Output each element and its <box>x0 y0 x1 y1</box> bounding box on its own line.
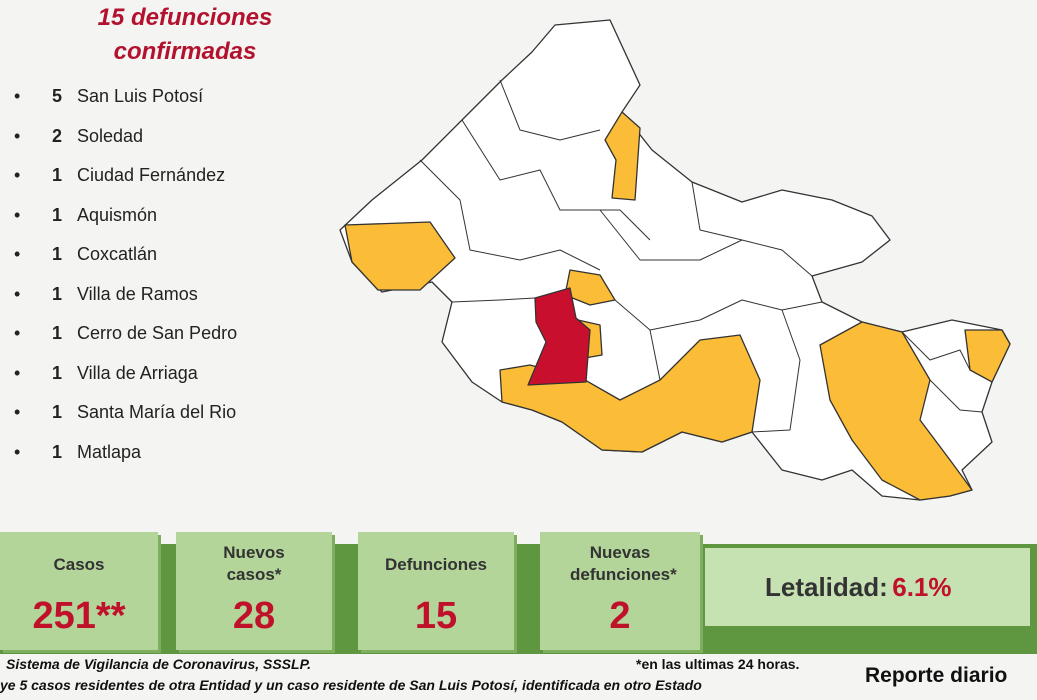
bullet: • <box>14 204 21 225</box>
footnote: ye 5 casos residentes de otra Entidad y … <box>0 677 702 693</box>
bullet: • <box>14 165 21 185</box>
stat-label: Nuevos casos* <box>223 543 285 584</box>
municipality: Coxcatlán <box>77 244 158 264</box>
municipality: Matlapa <box>77 441 142 462</box>
lethality-value: 6.1% <box>892 572 952 602</box>
stat-label: Defunciones <box>384 555 488 574</box>
stat-value: 2 <box>609 595 631 637</box>
report-label: Reporte diario <box>865 664 1008 687</box>
lethality-box: Letalidad: 6.1% <box>705 548 1030 626</box>
count: 5 <box>52 86 63 106</box>
count: 1 <box>52 165 63 185</box>
municipality: Cerro de San Pedro <box>77 323 238 343</box>
municipality: Villa de Arriaga <box>77 362 198 383</box>
stat-value: 28 <box>232 595 276 637</box>
bullet: • <box>14 244 21 264</box>
source-note: Sistema de Vigilancia de Coronavirus, SS… <box>6 656 311 672</box>
bullet: • <box>14 362 21 383</box>
municipality: Santa María del Rio <box>77 402 237 422</box>
count: 1 <box>52 362 63 383</box>
count: 1 <box>52 323 63 343</box>
municipality: San Luis Potosí <box>77 86 204 106</box>
stat-box: Nuevos casos* 28 <box>176 532 332 650</box>
stat-value: 251** <box>32 595 126 637</box>
municipality: Aquismón <box>77 204 158 225</box>
stat-value: 15 <box>414 595 458 637</box>
lethality-label: Letalidad: <box>765 572 888 602</box>
count: 1 <box>52 283 63 304</box>
count: 1 <box>52 244 63 264</box>
title: confirmadas <box>113 38 257 65</box>
municipality: Villa de Ramos <box>77 283 198 304</box>
count: 2 <box>52 125 63 146</box>
stat-box: Casos 251** <box>0 532 158 650</box>
count: 1 <box>52 441 63 462</box>
bullet: • <box>14 125 21 146</box>
bullet: • <box>14 441 21 462</box>
bullet: • <box>14 323 21 343</box>
bullet: • <box>14 86 21 106</box>
stat-label: Casos <box>53 555 105 574</box>
bullet: • <box>14 402 21 422</box>
stat-box: Nuevas defunciones* 2 <box>540 532 700 650</box>
municipality: Ciudad Fernández <box>77 165 226 185</box>
count: 1 <box>52 204 63 225</box>
municipality: Soledad <box>77 125 144 146</box>
count: 1 <box>52 402 63 422</box>
stat-label: Nuevas defunciones* <box>570 543 677 584</box>
bullet: • <box>14 283 21 304</box>
stat-box: Defunciones 15 <box>358 532 514 650</box>
state-map <box>339 19 1011 501</box>
asterisk-note: *en las ultimas 24 horas. <box>636 656 800 672</box>
title: 15 defunciones <box>97 4 273 31</box>
